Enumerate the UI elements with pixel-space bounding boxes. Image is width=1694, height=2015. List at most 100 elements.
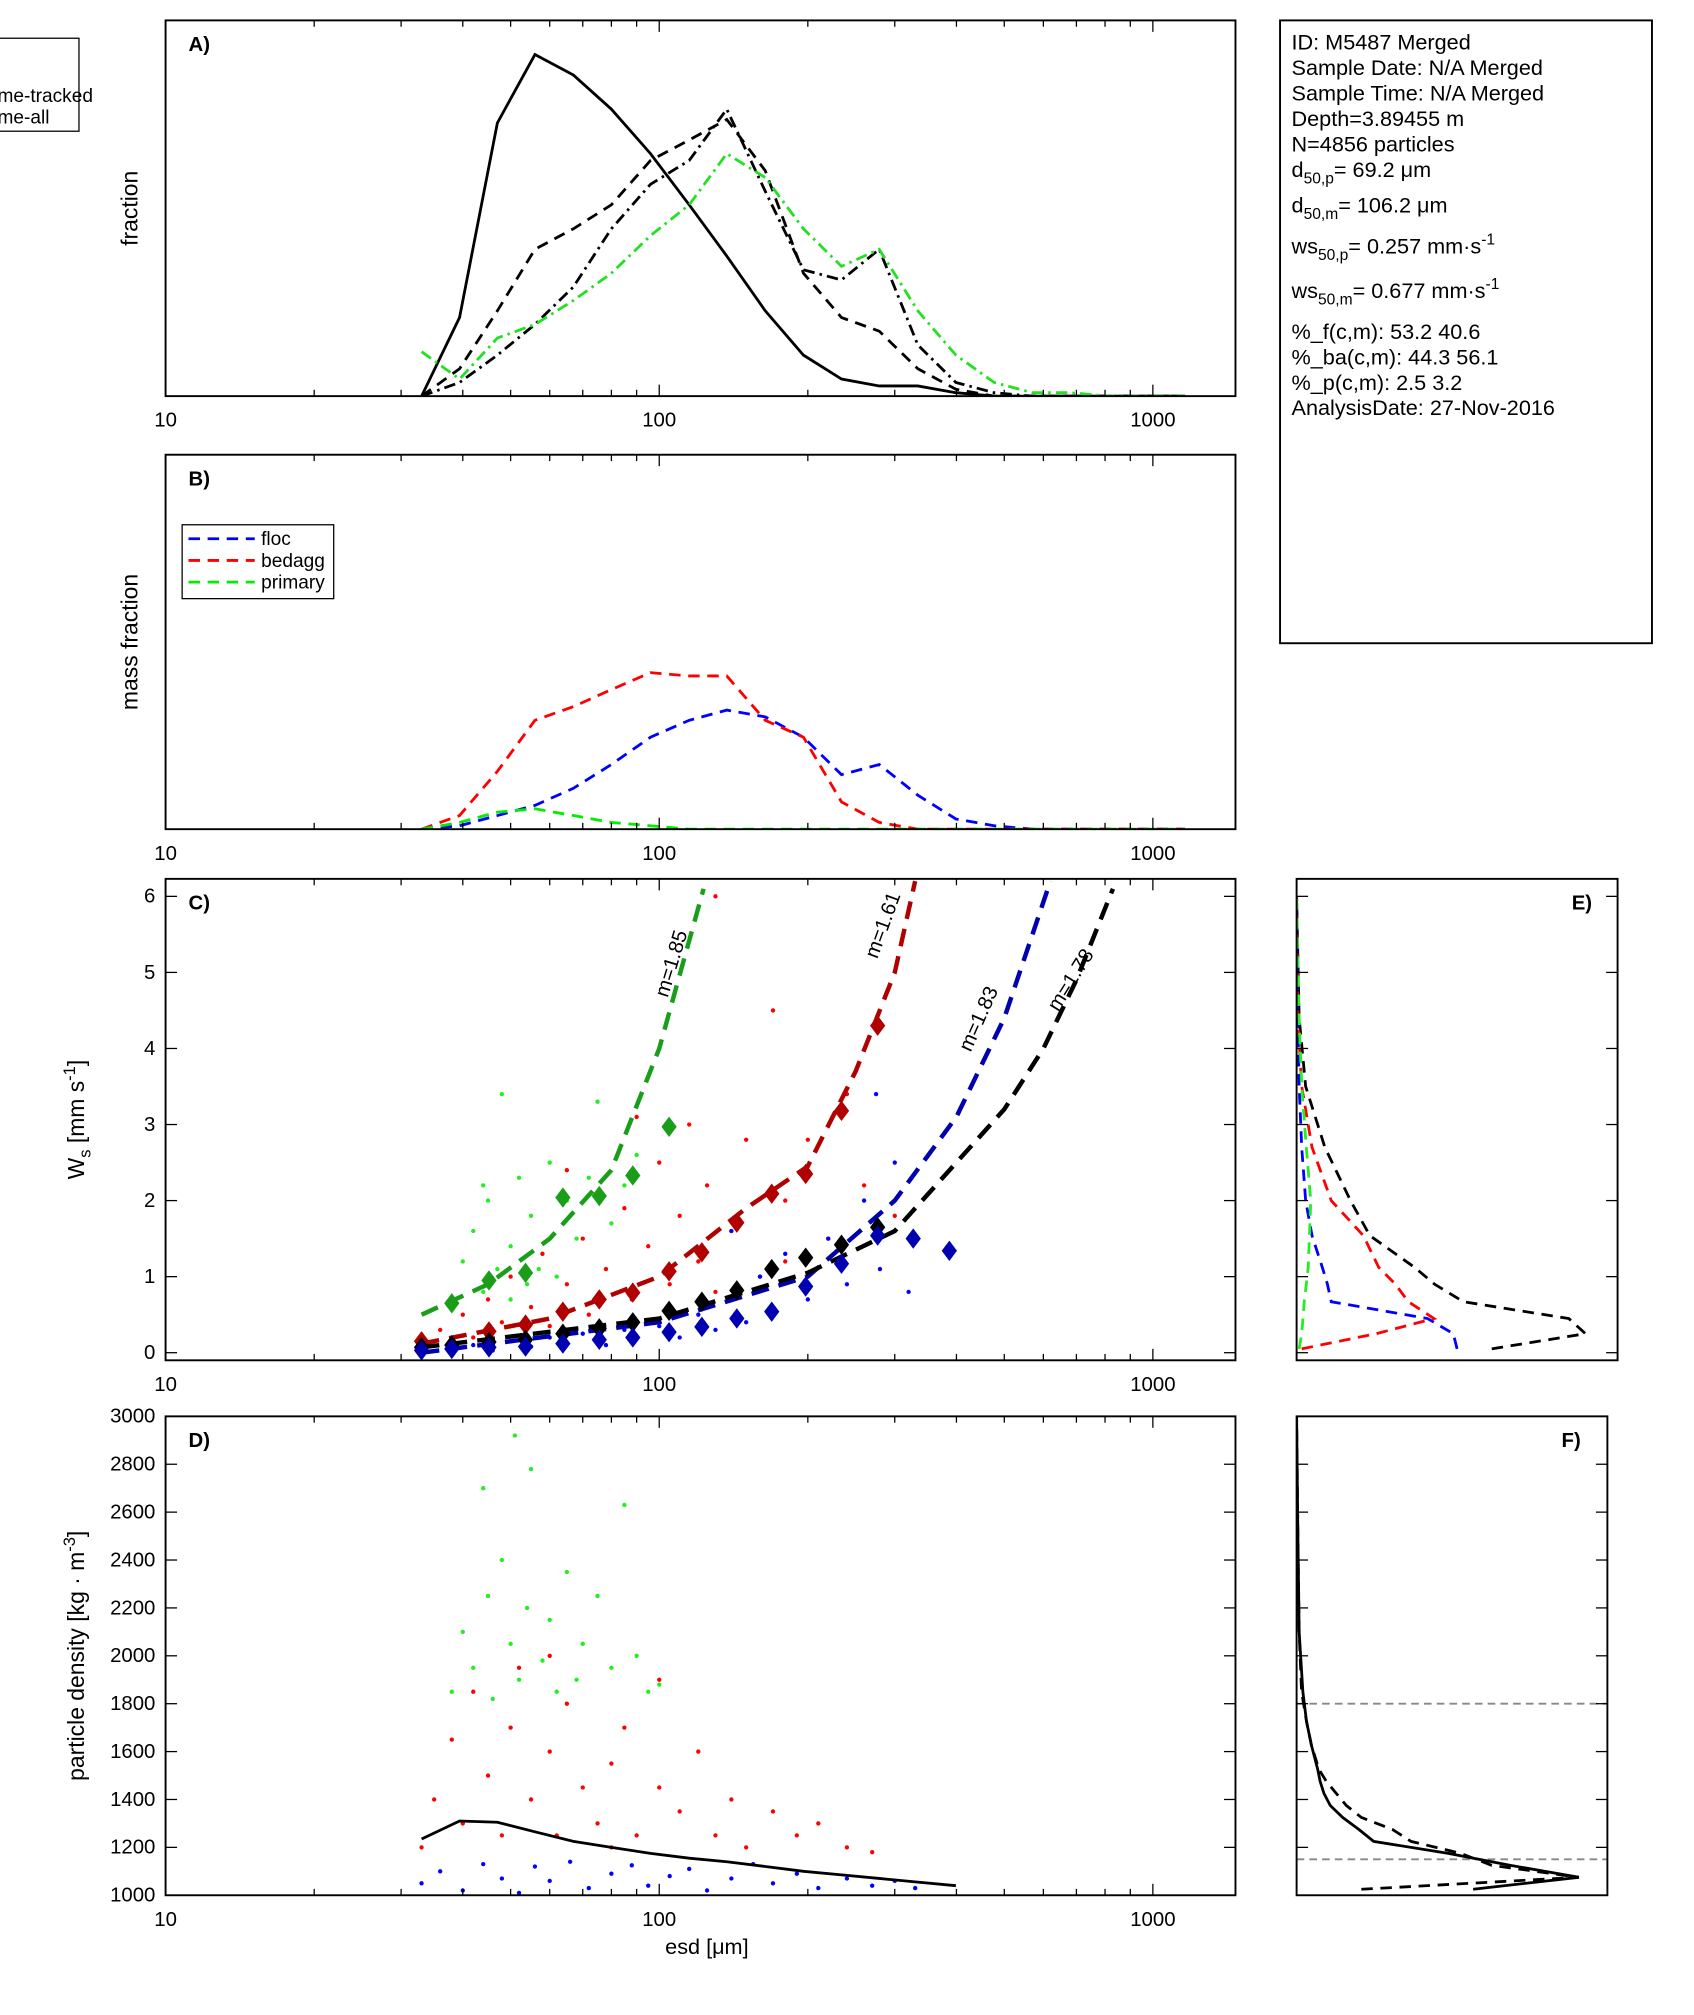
point <box>844 1282 850 1287</box>
x-tick-label: 100 <box>642 410 676 432</box>
point <box>609 1221 614 1226</box>
legend-label: me-all <box>0 108 49 129</box>
legend-label: primary <box>261 572 325 593</box>
y-axis-label: fraction <box>117 171 143 246</box>
point <box>460 1259 465 1264</box>
point <box>547 1749 552 1754</box>
diamond <box>764 1301 780 1322</box>
point <box>495 1266 500 1272</box>
diamond <box>625 1312 641 1333</box>
text-part: [mm s <box>63 1081 89 1150</box>
point <box>743 1845 749 1850</box>
point <box>508 1641 513 1646</box>
profile-line <box>1296 1416 1580 1891</box>
point <box>574 1677 579 1682</box>
text-part: fraction <box>117 171 143 246</box>
point <box>564 1701 570 1706</box>
point <box>532 1864 538 1869</box>
point <box>622 1725 627 1730</box>
point <box>634 1114 639 1120</box>
axes-frame <box>164 1415 1237 1897</box>
point <box>499 1833 505 1838</box>
point <box>449 1689 454 1694</box>
point <box>580 1641 585 1646</box>
diamond <box>444 1338 460 1360</box>
point <box>595 1821 600 1826</box>
point <box>580 1236 585 1241</box>
y-tick-label: 1600 <box>110 1741 155 1763</box>
legend-label: me-tracked <box>0 86 93 107</box>
panel-label: C) <box>189 892 210 914</box>
point <box>547 1617 552 1623</box>
point <box>528 1304 534 1310</box>
diamond <box>661 1300 677 1322</box>
point <box>677 1335 682 1340</box>
point <box>783 1259 788 1264</box>
point <box>609 1761 614 1766</box>
x-tick-label: 100 <box>642 1909 676 1931</box>
legend-label: bedagg <box>261 551 325 572</box>
series-line <box>420 117 1186 397</box>
point <box>481 1183 486 1188</box>
diamond <box>694 1291 710 1312</box>
point <box>713 1833 718 1838</box>
point <box>657 1677 662 1682</box>
plot-area <box>1296 896 1589 1351</box>
diamond <box>444 1293 460 1314</box>
text-part: = 106.2 μm <box>1338 193 1447 218</box>
fit-curve <box>421 887 1116 1350</box>
series-line <box>421 671 1186 830</box>
diamond <box>764 1258 780 1280</box>
diamond <box>555 1333 571 1354</box>
x-tick-label: 10 <box>154 410 177 432</box>
point <box>485 1198 491 1203</box>
diamond <box>661 1116 677 1137</box>
point <box>870 1849 875 1855</box>
text-part: 50,p <box>1304 170 1335 187</box>
info-line: %_f(c,m): 53.2 40.6 <box>1292 319 1481 344</box>
point <box>481 1289 486 1295</box>
profile-line <box>1296 896 1313 1350</box>
point <box>471 1228 476 1234</box>
text-part: Sample Time: N/A Merged <box>1292 81 1545 106</box>
legend-box <box>181 524 335 600</box>
y-axis-label: mass fraction <box>117 574 143 710</box>
point <box>704 1888 710 1893</box>
panel-label: E) <box>1572 892 1592 914</box>
y-tick-label: 2200 <box>110 1597 155 1619</box>
x-tick-label: 1000 <box>1130 1909 1175 1931</box>
panel-label: D) <box>189 1430 210 1452</box>
diamond <box>555 1187 571 1208</box>
profile-line <box>1296 896 1589 1351</box>
point <box>805 1297 810 1302</box>
axes-frame <box>164 19 1237 398</box>
panel-label: B) <box>189 468 210 490</box>
text-part: -3 <box>61 1537 79 1552</box>
point <box>460 1629 465 1635</box>
text-part: = 69.2 μm <box>1334 157 1431 182</box>
point <box>861 1198 867 1203</box>
text-part: 50,m <box>1318 291 1353 308</box>
point <box>564 1167 570 1173</box>
point <box>826 1236 831 1241</box>
profile-line <box>1296 896 1459 1350</box>
diamond <box>694 1316 710 1338</box>
info-line: ws50,m= 0.677 mm·s-1 <box>1291 276 1500 308</box>
x-tick-label: 1000 <box>1130 410 1175 432</box>
point <box>516 1175 522 1180</box>
point <box>783 1251 788 1256</box>
point <box>646 1883 651 1888</box>
point <box>508 1244 513 1249</box>
diamond <box>729 1212 745 1233</box>
point <box>471 1689 476 1694</box>
point <box>816 1885 821 1891</box>
point <box>603 1266 609 1272</box>
point <box>713 1327 718 1333</box>
y-axis-label: particle density [kg · m-3] <box>61 1531 89 1781</box>
point <box>438 1327 443 1333</box>
point <box>485 1297 491 1302</box>
axes-frame <box>1295 1415 1609 1897</box>
point <box>499 1557 505 1563</box>
point <box>554 1689 559 1694</box>
point <box>580 1331 585 1336</box>
